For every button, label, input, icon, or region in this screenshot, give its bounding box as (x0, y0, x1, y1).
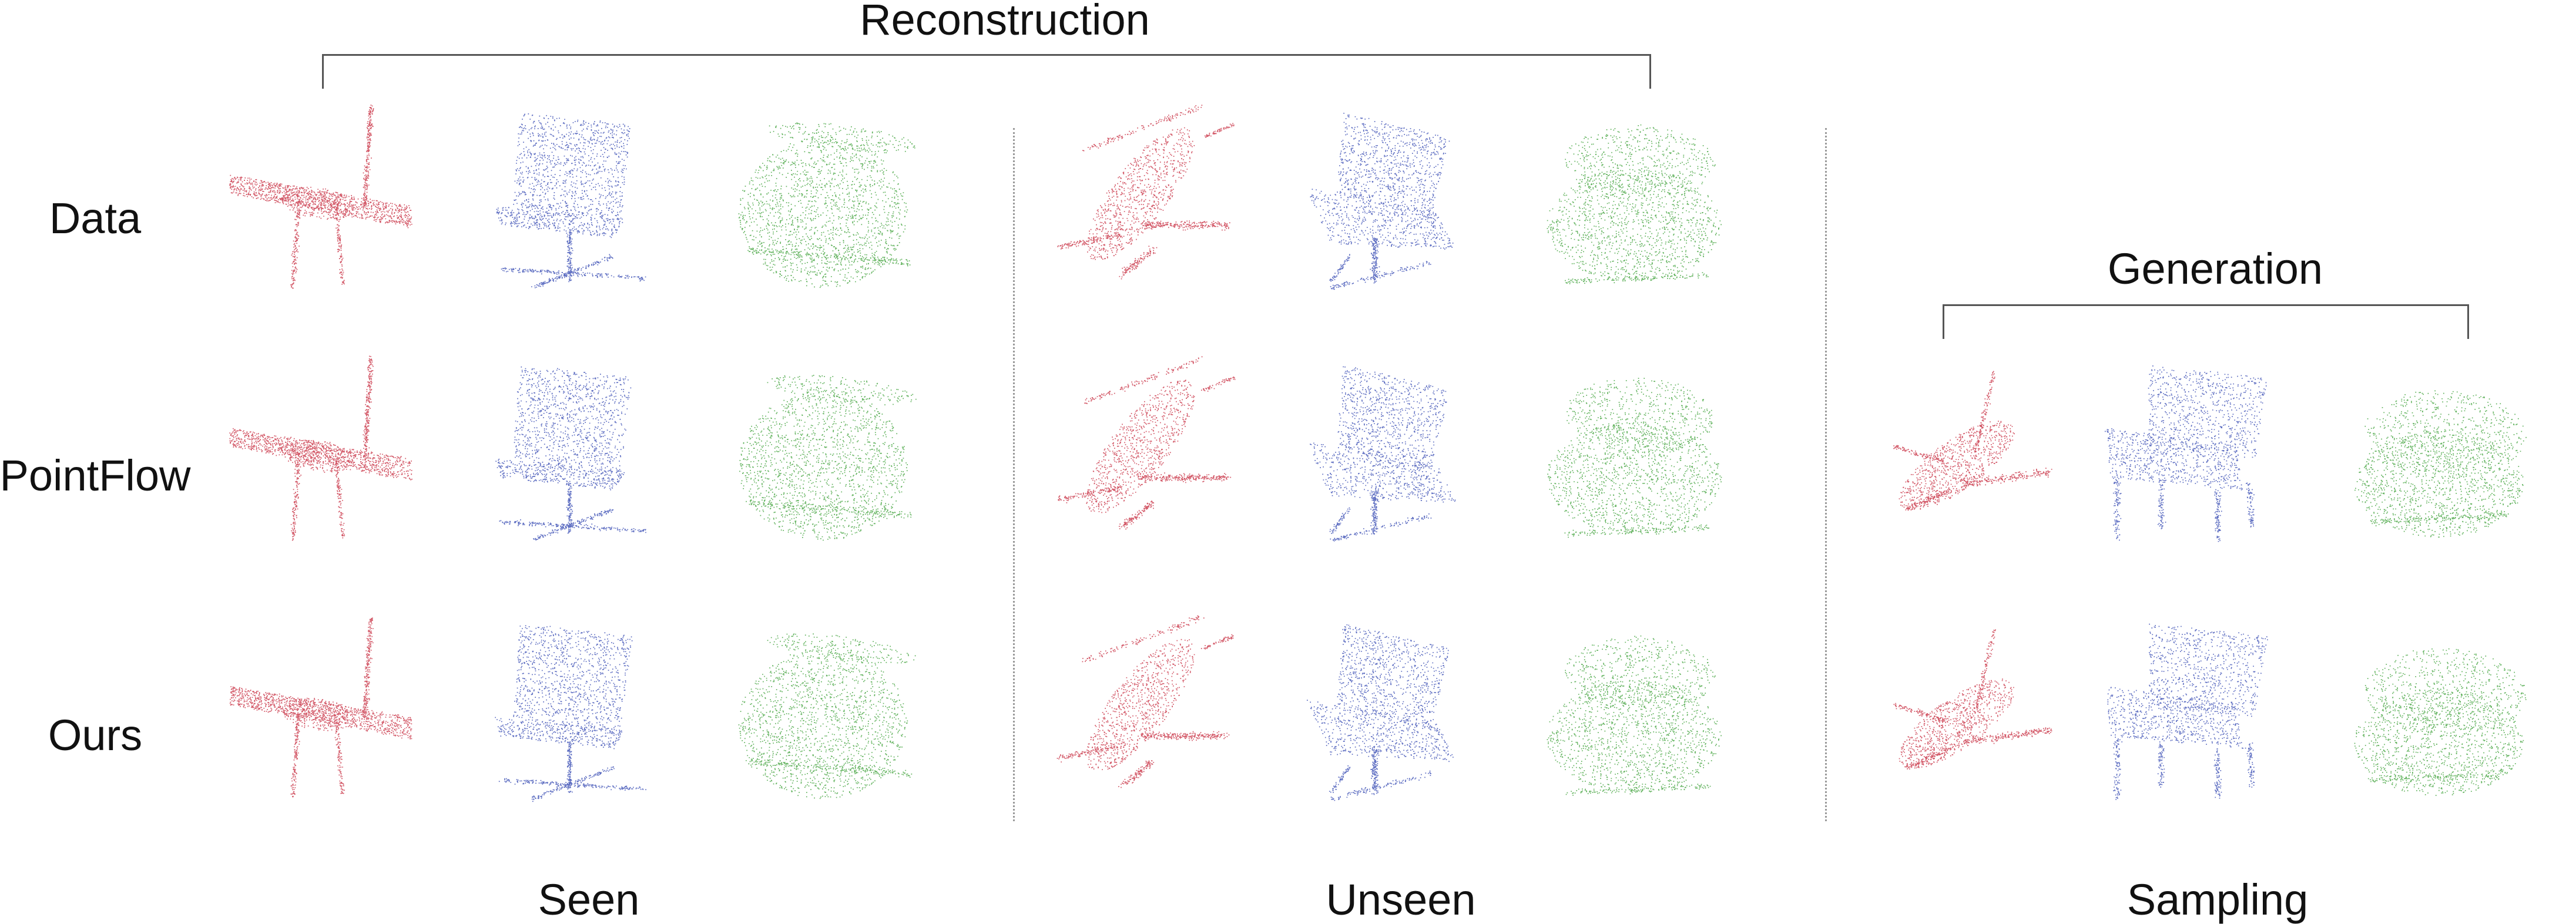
point-cloud-chair-ours-seen (495, 625, 646, 802)
car-points (738, 122, 915, 288)
chair-points (496, 113, 646, 288)
airplane-points (229, 617, 412, 798)
point-cloud-airplane-sample-2 (1893, 629, 2052, 770)
airplane-points (229, 105, 412, 289)
car-points (2354, 390, 2527, 538)
reconstruction-label: Reconstruction (860, 0, 1150, 44)
chair-points (1307, 624, 1454, 801)
chair-points (1310, 366, 1456, 542)
point-cloud-car-sample-2 (2354, 648, 2527, 796)
point-cloud-airplane-sample-1 (1893, 371, 2052, 511)
airplane-points (1057, 105, 1235, 280)
point-cloud-car-data-seen (738, 122, 915, 288)
generation-label: Generation (2107, 244, 2323, 293)
point-cloud-airplane-ours-seen (229, 617, 412, 798)
point-cloud-car-ours-unseen (1547, 635, 1722, 796)
point-cloud-chair-data-unseen (1310, 112, 1454, 290)
row-label-ours: Ours (48, 711, 143, 760)
chair-points (1310, 112, 1454, 290)
point-cloud-chair-pointflow-seen (495, 366, 646, 540)
point-cloud-car-pointflow-seen (739, 375, 917, 541)
section-label-unseen: Unseen (1326, 875, 1476, 924)
airplane-points (1893, 371, 2052, 511)
point-cloud-chair-sample-2 (2107, 623, 2268, 800)
car-points (1547, 635, 1722, 796)
separator-seen-unseen (1013, 128, 1015, 821)
row-label-pointflow: PointFlow (0, 451, 191, 500)
chair-points (2104, 365, 2267, 542)
point-cloud-chair-sample-1 (2104, 365, 2267, 542)
point-cloud-chair-pointflow-unseen (1310, 366, 1456, 542)
airplane-points (1893, 629, 2052, 770)
car-points (1547, 378, 1722, 538)
point-cloud-car-data-unseen (1547, 124, 1722, 284)
chair-points (2107, 623, 2268, 800)
reconstruction-bracket (322, 54, 1651, 89)
section-label-sampling: Sampling (2126, 875, 2309, 924)
car-points (739, 375, 917, 541)
point-cloud-airplane-data-seen (229, 105, 412, 289)
car-points (1547, 124, 1722, 284)
point-cloud-airplane-pointflow-unseen (1058, 356, 1236, 530)
chair-points (495, 366, 646, 540)
generation-bracket (1943, 304, 2469, 339)
section-label-seen: Seen (538, 875, 640, 924)
point-cloud-airplane-pointflow-seen (229, 355, 412, 541)
row-label-data: Data (49, 194, 142, 243)
point-cloud-car-pointflow-unseen (1547, 378, 1722, 538)
point-cloud-airplane-data-unseen (1057, 105, 1235, 280)
chair-points (495, 625, 646, 802)
point-cloud-airplane-ours-unseen (1056, 615, 1234, 788)
car-points (738, 633, 916, 799)
point-cloud-car-ours-seen (738, 633, 916, 799)
point-cloud-chair-ours-unseen (1307, 624, 1454, 801)
airplane-points (229, 355, 412, 541)
airplane-points (1058, 356, 1236, 530)
point-cloud-chair-data-seen (496, 113, 646, 288)
point-cloud-car-sample-1 (2354, 390, 2527, 538)
separator-unseen-sampling (1825, 128, 1827, 821)
car-points (2354, 648, 2527, 796)
airplane-points (1056, 615, 1234, 788)
